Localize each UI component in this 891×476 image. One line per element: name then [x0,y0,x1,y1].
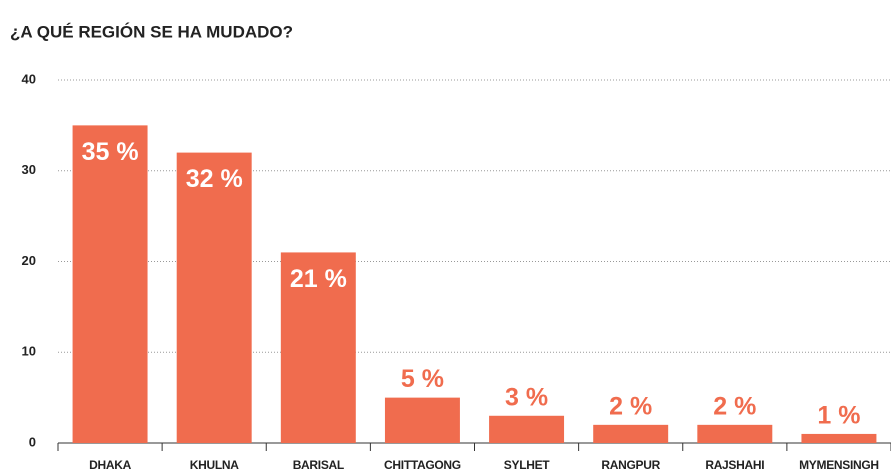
chart-title: ¿A QUÉ REGIÓN SE HA MUDADO? [10,22,293,41]
x-tick-label: DHAKA [89,458,131,472]
bar [489,415,565,443]
value-label: 1 % [817,402,860,430]
x-tick-label: KHULNA [190,458,239,472]
x-tick-label: SYLHET [504,458,551,472]
value-label: 3 % [505,383,548,411]
value-label: 2 % [609,392,652,420]
x-tick-label: RAJSHAHI [705,458,764,472]
value-label: 5 % [401,365,444,393]
x-tick-label: CHITTAGONG [384,458,461,472]
x-tick-label: BARISAL [293,458,344,472]
y-tick-label: 40 [22,71,36,86]
x-tick-label: RANGPUR [601,458,660,472]
value-label: 35 % [82,138,139,166]
bar [280,252,356,443]
value-label: 32 % [186,165,243,193]
bar [176,152,252,443]
bar [384,397,460,443]
y-tick-label: 20 [22,253,36,268]
bar [801,433,877,443]
bar [593,424,669,443]
value-label: 21 % [290,265,347,293]
bar [72,125,148,443]
y-tick-label: 0 [29,434,36,449]
y-tick-label: 10 [22,344,36,359]
x-tick-label: MYMENSINGH [799,458,879,472]
value-label: 2 % [713,392,756,420]
bar [697,424,773,443]
y-tick-label: 30 [22,162,36,177]
